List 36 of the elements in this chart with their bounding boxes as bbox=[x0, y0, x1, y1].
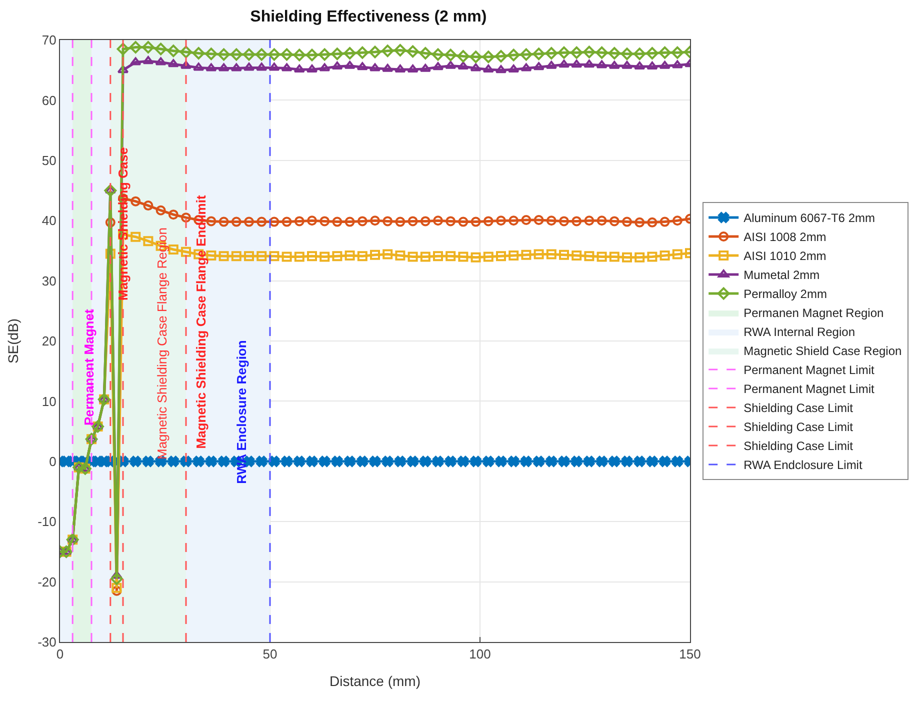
legend-label: Mumetal 2mm bbox=[744, 268, 820, 282]
legend-label: Aluminum 6067-T6 2mm bbox=[744, 211, 875, 226]
legend-label: Permalloy 2mm bbox=[744, 287, 827, 302]
legend-label: Shielding Case Limit bbox=[744, 420, 854, 434]
y-tick-label: 0 bbox=[49, 454, 56, 469]
y-tick-label: 30 bbox=[42, 273, 56, 288]
legend-label: RWA Endclosure Limit bbox=[744, 458, 863, 472]
legend-label: Shielding Case Limit bbox=[744, 439, 854, 454]
annotation: Magnetic Shielding Case bbox=[116, 147, 131, 300]
x-tick-label: 50 bbox=[262, 646, 278, 662]
y-axis-title: SE(dB) bbox=[5, 318, 22, 364]
annotation: Permanent Magnet bbox=[82, 308, 97, 426]
x-tick-label: 150 bbox=[679, 646, 701, 662]
y-tick-label: 20 bbox=[42, 334, 56, 349]
y-tick-label: 50 bbox=[42, 152, 56, 168]
legend-label: AISI 1010 2mm bbox=[744, 249, 826, 264]
y-tick-label: 40 bbox=[42, 213, 56, 228]
y-tick-label: -10 bbox=[38, 514, 56, 530]
legend-label: Permanent Magnet Limit bbox=[744, 382, 875, 396]
legend-label: AISI 1008 2mm bbox=[744, 230, 826, 244]
chart-title: Shielding Effectiveness (2 mm) bbox=[250, 8, 487, 26]
x-tick-label: 100 bbox=[469, 646, 491, 662]
legend-label: Permanen Magnet Region bbox=[744, 306, 884, 320]
y-tick-label: -20 bbox=[38, 574, 56, 590]
legend-label: RWA Internal Region bbox=[744, 325, 856, 340]
y-tick-label: -30 bbox=[38, 634, 56, 650]
y-tick-label: 60 bbox=[42, 92, 56, 108]
annotation: RWA Enclosure Region bbox=[234, 340, 250, 484]
annotation: Magnetic Shielding Case Flange Endlimit bbox=[194, 194, 209, 449]
annotation: Magnetic Shielding Case Flange Region bbox=[154, 228, 170, 460]
y-tick-label: 10 bbox=[42, 394, 56, 409]
x-axis-title: Distance (mm) bbox=[329, 672, 421, 689]
legend-label: Shielding Case Limit bbox=[744, 401, 854, 416]
legend-label: Permanent Magnet Limit bbox=[744, 363, 875, 378]
legend-label: Magnetic Shield Case Region bbox=[744, 344, 902, 358]
y-tick-label: 70 bbox=[42, 32, 56, 48]
